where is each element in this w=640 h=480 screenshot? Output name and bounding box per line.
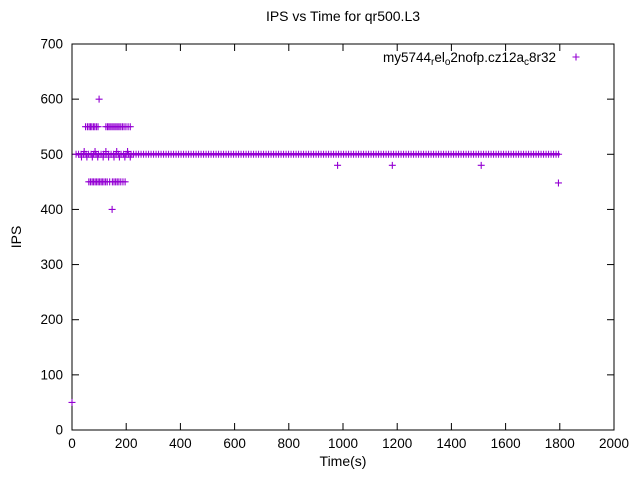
data-point	[94, 123, 102, 131]
data-point	[95, 95, 103, 103]
data-point	[80, 148, 88, 156]
data-point	[388, 161, 396, 169]
legend-marker	[572, 53, 580, 61]
chart-title: IPS vs Time for qr500.L3	[265, 8, 421, 24]
y-tick-label: 400	[40, 202, 63, 217]
x-tick-label: 1400	[436, 436, 466, 451]
data-point	[108, 205, 116, 213]
y-tick-label: 100	[40, 367, 63, 382]
x-tick-label: 800	[278, 436, 301, 451]
y-tick-label: 700	[40, 37, 63, 52]
data-point	[126, 123, 134, 131]
x-tick-label: 1600	[491, 436, 521, 451]
y-tick-label: 0	[55, 423, 63, 438]
data-point	[68, 398, 76, 406]
x-tick-label: 1200	[382, 436, 412, 451]
data-point	[121, 178, 129, 186]
x-axis-label: Time(s)	[319, 453, 367, 469]
x-tick-label: 2000	[599, 436, 629, 451]
data-band-marker	[555, 150, 563, 158]
x-tick-label: 0	[68, 436, 76, 451]
x-tick-label: 600	[223, 436, 246, 451]
data-point	[124, 148, 132, 156]
y-tick-label: 500	[40, 147, 63, 162]
y-tick-label: 600	[40, 92, 63, 107]
x-tick-label: 400	[169, 436, 192, 451]
x-tick-label: 200	[115, 436, 138, 451]
data-point	[102, 148, 110, 156]
data-point	[126, 153, 134, 161]
y-tick-label: 300	[40, 257, 63, 272]
legend-label: my5744relo2nofp.cz12ac8r32	[383, 50, 556, 68]
data-point	[113, 148, 121, 156]
data-point	[334, 161, 342, 169]
x-tick-label: 1000	[328, 436, 358, 451]
y-tick-label: 200	[40, 312, 63, 327]
data-point	[554, 179, 562, 187]
x-tick-label: 1800	[545, 436, 575, 451]
plot-border	[71, 43, 615, 431]
data-point	[477, 161, 485, 169]
data-point	[91, 148, 99, 156]
